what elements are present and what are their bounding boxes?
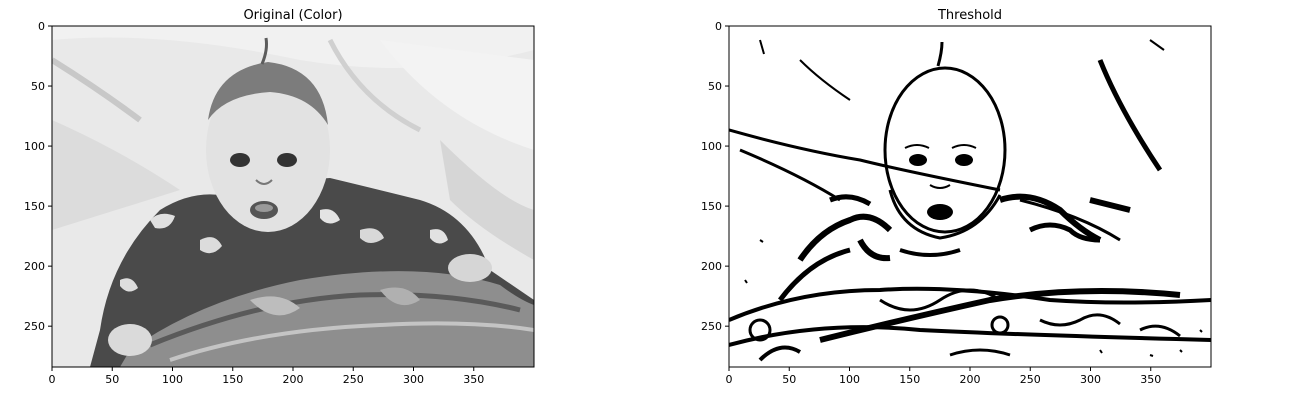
threshold-x-tick-label: 100	[839, 373, 860, 386]
original-x-tick-label: 0	[49, 373, 56, 386]
threshold-x-tick-label: 350	[1140, 373, 1161, 386]
threshold-x-tick-label: 0	[726, 373, 733, 386]
threshold-axes: Threshold	[701, 8, 1212, 386]
original-x-tick-label: 150	[222, 373, 243, 386]
original-x-tick-label: 50	[105, 373, 119, 386]
original-image	[52, 26, 534, 367]
threshold-y-tick-label: 100	[701, 140, 722, 153]
threshold-y-tick-label: 200	[701, 260, 722, 273]
original-x-tick-label: 200	[283, 373, 304, 386]
threshold-y-tick-label: 150	[701, 200, 722, 213]
original-x-tick-label: 100	[162, 373, 183, 386]
threshold-x-tick-label: 300	[1080, 373, 1101, 386]
threshold-y-tick-label: 250	[701, 320, 722, 333]
original-title: Original (Color)	[243, 8, 342, 23]
original-x-tick-label: 300	[403, 373, 424, 386]
threshold-x-tick-label: 250	[1020, 373, 1041, 386]
original-x-tick-label: 250	[343, 373, 364, 386]
threshold-x-tick-label: 50	[782, 373, 796, 386]
original-x-tick-label: 350	[463, 373, 484, 386]
threshold-y-tick-label: 0	[715, 20, 722, 33]
original-y-tick-label: 250	[24, 320, 45, 333]
original-y-tick-label: 200	[24, 260, 45, 273]
threshold-y-tick-label: 50	[708, 80, 722, 93]
threshold-ticks: 0 50 100 150 200 250 300 350 0 50 100 150 200 250	[701, 20, 1161, 386]
original-ticks: 0 50 100 150 200 250 300 350 0 50 100 150 200 250	[24, 20, 484, 386]
threshold-image	[729, 26, 1211, 367]
original-y-tick-label: 0	[38, 20, 45, 33]
original-axes: Original (Color)	[24, 8, 535, 386]
threshold-x-tick-label: 200	[960, 373, 981, 386]
original-y-tick-label: 150	[24, 200, 45, 213]
original-y-tick-label: 100	[24, 140, 45, 153]
original-y-tick-label: 50	[31, 80, 45, 93]
threshold-x-tick-label: 150	[899, 373, 920, 386]
threshold-title: Threshold	[937, 8, 1002, 23]
